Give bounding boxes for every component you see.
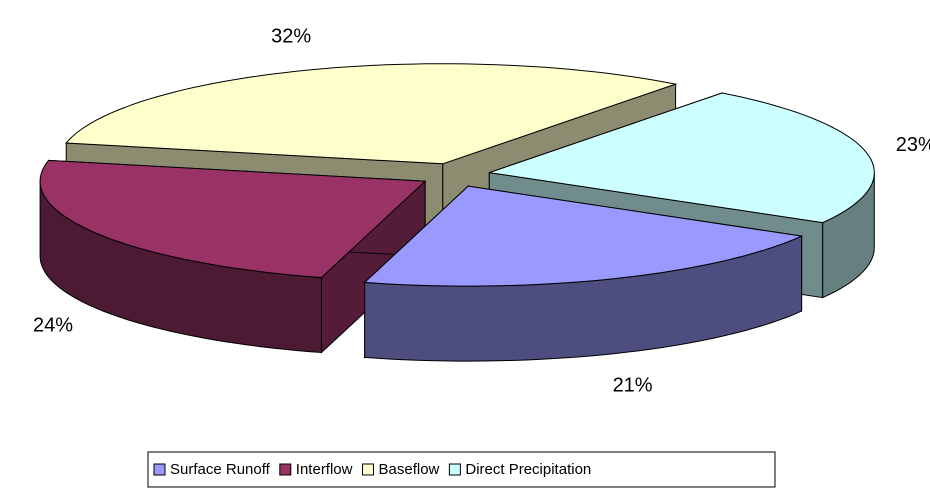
legend-label: Surface Runoff — [170, 461, 271, 478]
legend-swatch — [279, 463, 292, 476]
legend-swatch — [448, 463, 461, 476]
legend-swatch — [153, 463, 166, 476]
data-label: 32% — [271, 26, 311, 48]
data-label: 24% — [33, 314, 73, 336]
legend-swatch — [362, 463, 374, 476]
slice — [363, 185, 804, 287]
slice — [39, 159, 427, 279]
legend-box — [147, 451, 776, 488]
data-label: 23% — [896, 134, 930, 156]
legend-label: Baseflow — [379, 461, 440, 478]
data-label: 21% — [613, 374, 653, 396]
legend-label: Interflow — [296, 461, 353, 478]
legend-label: Direct Precipitation — [465, 461, 591, 478]
slice — [65, 63, 678, 165]
slice — [489, 92, 875, 224]
